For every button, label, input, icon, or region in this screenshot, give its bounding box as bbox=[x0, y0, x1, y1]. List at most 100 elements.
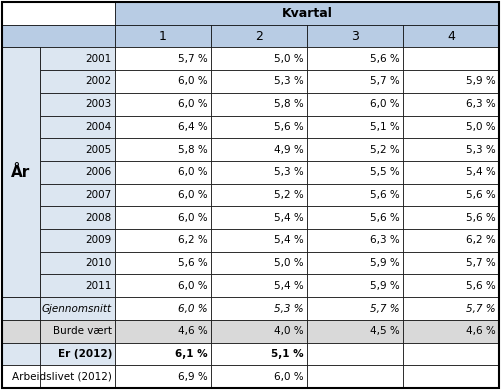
Text: 5,1 %: 5,1 % bbox=[370, 122, 400, 132]
Text: 5,6 %: 5,6 % bbox=[370, 213, 400, 223]
Bar bbox=[307, 229, 403, 252]
Bar bbox=[403, 161, 499, 184]
Text: 5,0 %: 5,0 % bbox=[275, 258, 304, 268]
Bar bbox=[2, 25, 115, 48]
Text: 5,7 %: 5,7 % bbox=[370, 303, 400, 314]
Bar bbox=[40, 252, 115, 275]
Bar bbox=[307, 161, 403, 184]
Text: 6,0 %: 6,0 % bbox=[178, 190, 208, 200]
Bar bbox=[40, 161, 115, 184]
Bar bbox=[115, 2, 499, 25]
Text: 6,4 %: 6,4 % bbox=[178, 122, 208, 132]
Text: 5,9 %: 5,9 % bbox=[370, 258, 400, 268]
Bar bbox=[115, 138, 211, 161]
Text: 5,9 %: 5,9 % bbox=[466, 76, 496, 87]
Text: 5,7 %: 5,7 % bbox=[370, 76, 400, 87]
Text: 6,1 %: 6,1 % bbox=[175, 349, 208, 359]
Bar bbox=[115, 184, 211, 206]
Bar bbox=[2, 70, 40, 93]
Bar bbox=[403, 206, 499, 229]
Text: 5,2 %: 5,2 % bbox=[274, 190, 304, 200]
Bar bbox=[403, 48, 499, 70]
Bar bbox=[403, 70, 499, 93]
Bar bbox=[115, 342, 211, 365]
Text: 5,6 %: 5,6 % bbox=[178, 258, 208, 268]
Bar bbox=[307, 252, 403, 275]
Text: 2007: 2007 bbox=[86, 190, 112, 200]
Text: 6,0 %: 6,0 % bbox=[370, 99, 400, 109]
Text: 2003: 2003 bbox=[86, 99, 112, 109]
Text: År: År bbox=[12, 165, 31, 180]
Text: 2011: 2011 bbox=[86, 281, 112, 291]
Bar bbox=[115, 297, 211, 320]
Bar bbox=[115, 25, 211, 48]
Text: 6,0 %: 6,0 % bbox=[275, 372, 304, 382]
Text: 5,8 %: 5,8 % bbox=[274, 99, 304, 109]
Bar bbox=[403, 252, 499, 275]
Bar bbox=[307, 70, 403, 93]
Text: 5,7 %: 5,7 % bbox=[466, 303, 496, 314]
Bar bbox=[2, 365, 40, 388]
Bar bbox=[307, 297, 403, 320]
Bar bbox=[211, 252, 307, 275]
Bar bbox=[115, 252, 211, 275]
Bar bbox=[40, 70, 115, 93]
Bar bbox=[403, 115, 499, 138]
Bar bbox=[40, 229, 115, 252]
Text: Burde vært: Burde vært bbox=[53, 326, 112, 336]
Bar bbox=[115, 365, 211, 388]
Bar bbox=[2, 275, 40, 297]
Bar bbox=[211, 229, 307, 252]
Bar bbox=[115, 161, 211, 184]
Text: Arbeidslivet (2012): Arbeidslivet (2012) bbox=[12, 372, 112, 382]
Text: 5,4 %: 5,4 % bbox=[274, 213, 304, 223]
Text: 5,3 %: 5,3 % bbox=[274, 167, 304, 177]
Bar bbox=[211, 25, 307, 48]
Text: 5,6 %: 5,6 % bbox=[274, 122, 304, 132]
Text: 2: 2 bbox=[255, 30, 263, 43]
Bar bbox=[403, 342, 499, 365]
Bar bbox=[403, 184, 499, 206]
Bar bbox=[40, 365, 115, 388]
Bar bbox=[307, 93, 403, 115]
Bar bbox=[40, 342, 115, 365]
Text: 2002: 2002 bbox=[86, 76, 112, 87]
Bar bbox=[115, 275, 211, 297]
Bar bbox=[115, 48, 211, 70]
Text: 6,0 %: 6,0 % bbox=[178, 99, 208, 109]
Bar bbox=[40, 115, 115, 138]
Text: 6,0 %: 6,0 % bbox=[178, 303, 208, 314]
Text: 5,4 %: 5,4 % bbox=[274, 236, 304, 245]
Text: 2001: 2001 bbox=[86, 54, 112, 64]
Bar bbox=[403, 365, 499, 388]
Text: 5,6 %: 5,6 % bbox=[370, 190, 400, 200]
Text: 5,6 %: 5,6 % bbox=[466, 281, 496, 291]
Bar bbox=[2, 342, 40, 365]
Bar bbox=[40, 206, 115, 229]
Text: Gjennomsnitt: Gjennomsnitt bbox=[42, 303, 112, 314]
Bar bbox=[403, 93, 499, 115]
Bar bbox=[115, 115, 211, 138]
Text: 5,0 %: 5,0 % bbox=[466, 122, 496, 132]
Bar bbox=[40, 184, 115, 206]
Bar bbox=[115, 93, 211, 115]
Bar bbox=[115, 70, 211, 93]
Text: 2010: 2010 bbox=[86, 258, 112, 268]
Text: 2004: 2004 bbox=[86, 122, 112, 132]
Text: 5,1 %: 5,1 % bbox=[272, 349, 304, 359]
Text: 5,6 %: 5,6 % bbox=[466, 213, 496, 223]
Bar bbox=[211, 161, 307, 184]
Bar bbox=[403, 229, 499, 252]
Text: 4,6 %: 4,6 % bbox=[466, 326, 496, 336]
Bar bbox=[211, 342, 307, 365]
Bar bbox=[403, 297, 499, 320]
Bar bbox=[403, 320, 499, 342]
Bar bbox=[2, 184, 40, 206]
Text: 6,0 %: 6,0 % bbox=[178, 76, 208, 87]
Bar bbox=[2, 206, 40, 229]
Bar bbox=[2, 48, 40, 297]
Text: 1: 1 bbox=[159, 30, 167, 43]
Text: 4,0 %: 4,0 % bbox=[275, 326, 304, 336]
Bar bbox=[2, 297, 40, 320]
Bar bbox=[307, 48, 403, 70]
